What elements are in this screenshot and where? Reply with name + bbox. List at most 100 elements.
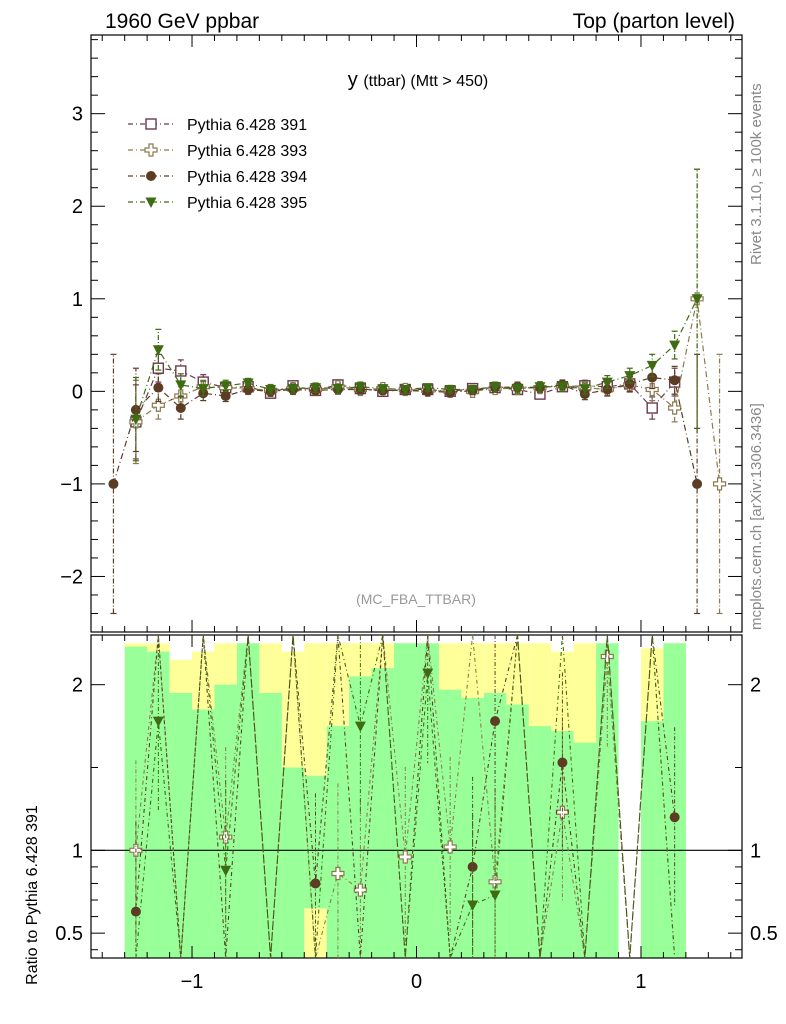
data-point	[467, 384, 479, 396]
legend-marker	[146, 171, 156, 181]
ratio-y-tick-label-left: 1	[72, 840, 83, 862]
uncertainty-band-inner	[192, 709, 215, 958]
data-point	[242, 378, 254, 390]
data-point	[624, 378, 635, 389]
legend-marker	[145, 197, 157, 208]
ratio-point	[467, 900, 479, 911]
data-point	[152, 345, 164, 356]
uncertainty-band-inner	[506, 704, 529, 958]
data-point	[712, 477, 727, 491]
ratio-point	[490, 716, 501, 727]
data-point	[556, 382, 568, 393]
uncertainty-band-inner	[236, 643, 260, 958]
legend-label: Pythia 6.428 395	[187, 195, 307, 212]
data-point	[197, 384, 209, 395]
data-point	[243, 384, 254, 395]
main-y-tick-label: 3	[72, 104, 83, 126]
series-1	[130, 353, 681, 460]
ratio-point	[443, 840, 457, 854]
header-right: Top (parton level)	[573, 10, 735, 33]
uncertainty-band-inner	[281, 767, 305, 958]
main-y-tick-label: 2	[72, 196, 83, 218]
uncertainty-band-inner	[147, 651, 170, 958]
data-point	[692, 478, 703, 489]
data-point	[512, 384, 524, 395]
data-point	[534, 382, 546, 393]
data-point	[668, 401, 682, 415]
legend-label: Pythia 6.428 391	[187, 117, 307, 134]
x-tick-label: 1	[635, 971, 646, 993]
rivet-label: Rivet 3.1.10, ≥ 100k events	[748, 83, 765, 265]
data-point	[601, 377, 613, 389]
main-plot-title: y (ttbar) (Mtt > 450)	[348, 69, 488, 91]
ratio-y-tick-label-left: 2	[72, 675, 83, 697]
main-plot: −2 −1 0 1 2 3 y (ttbar) (Mtt > 450) (MC_FBA_TTB…	[60, 34, 743, 633]
data-point	[579, 384, 591, 395]
data-point	[444, 384, 456, 396]
ratio-y-axis-label: Ratio to Pythia 6.428 391	[24, 805, 41, 985]
data-point	[669, 340, 681, 352]
ratio-series-2	[130, 634, 680, 959]
data-point	[399, 384, 411, 396]
ratio-point	[331, 866, 345, 881]
ratio-point	[310, 878, 321, 889]
main-y-tick-label: −2	[60, 566, 83, 588]
data-point	[647, 372, 658, 383]
ratio-y-tick-label-right: 2	[750, 675, 761, 697]
analysis-tag: (MC_FBA_TTBAR)	[356, 591, 476, 607]
ratio-point	[489, 890, 501, 902]
ratio-point	[353, 883, 367, 897]
ratio-y-tick-label-right: 0.5	[750, 923, 778, 945]
data-point	[220, 390, 231, 401]
data-point	[175, 380, 187, 391]
data-point	[151, 398, 165, 412]
ratio-point	[354, 721, 366, 733]
data-point	[287, 384, 299, 395]
data-point	[422, 383, 434, 394]
main-y-tick-label: 1	[72, 289, 83, 311]
data-point	[624, 371, 636, 382]
uncertainty-band-inner	[259, 692, 282, 958]
ratio-y-tick-label-left: 0.5	[55, 923, 83, 945]
ratio-point	[557, 757, 568, 768]
data-point	[175, 365, 187, 377]
legend-label: Pythia 6.428 394	[187, 169, 307, 186]
mcplots-label: mcplots.cern.ch [arXiv:1306.3436]	[748, 403, 765, 630]
data-point	[130, 414, 142, 426]
data-point	[332, 384, 344, 395]
data-point	[489, 382, 501, 393]
data-point	[220, 381, 232, 392]
data-point	[108, 478, 119, 489]
uncertainty-band-inner	[169, 692, 193, 958]
legend: Pythia 6.428 391 Pythia 6.428 393 Pythia 6…	[128, 117, 307, 212]
main-y-tick-label: −1	[60, 474, 83, 496]
legend-marker	[144, 143, 158, 157]
data-point	[646, 402, 658, 414]
ratio-point	[398, 850, 412, 864]
data-point	[354, 382, 366, 393]
data-point	[153, 382, 164, 393]
series-line	[135, 298, 698, 420]
x-tick-label: −1	[181, 971, 204, 993]
uncertainty-band-inner	[640, 721, 664, 958]
data-point	[645, 382, 659, 397]
data-point	[175, 403, 186, 414]
ratio-point	[488, 875, 502, 889]
data-point	[691, 294, 703, 305]
data-point	[669, 375, 680, 386]
data-point	[309, 383, 321, 394]
data-point	[265, 384, 277, 396]
main-y-tick-label: 0	[72, 381, 83, 403]
legend-marker	[145, 118, 157, 130]
ratio-point	[130, 906, 141, 917]
legend-label: Pythia 6.428 393	[187, 143, 307, 160]
ratio-y-tick-label-right: 1	[750, 840, 761, 862]
data-point	[602, 384, 613, 395]
data-point	[646, 360, 658, 372]
ratio-point	[422, 668, 434, 680]
ratio-series-3	[135, 634, 676, 959]
ratio-point	[669, 812, 680, 823]
uncertainty-band-inner	[326, 726, 350, 958]
x-tick-label: 0	[411, 971, 422, 993]
